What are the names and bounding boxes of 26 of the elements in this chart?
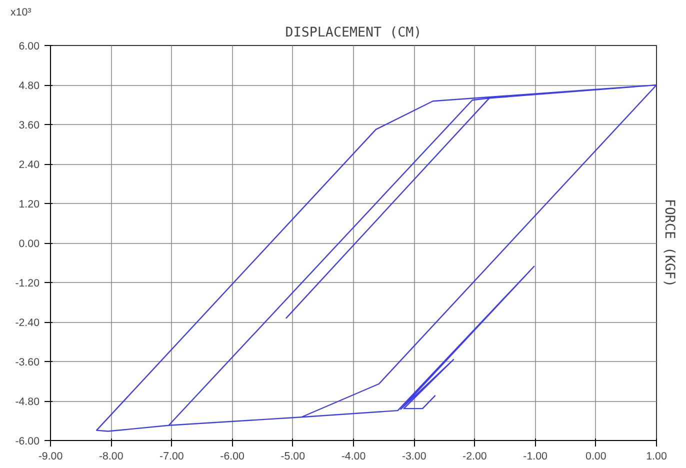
y-tick-label: 6.00 — [18, 40, 40, 52]
x-tick-label: 0.00 — [586, 450, 606, 462]
x-tick-label: 1.00 — [646, 450, 667, 462]
y-tick-label: -2.40 — [15, 317, 40, 329]
y-tick-label: 1.20 — [18, 198, 40, 210]
y-tick-label: 4.80 — [18, 80, 40, 92]
y-tick-label: -6.00 — [15, 436, 40, 448]
y-axis-title: FORCE (KGF) — [662, 198, 676, 288]
y-tick-label: 3.60 — [18, 120, 40, 132]
x-tick-label: -5.00 — [280, 450, 306, 462]
text: x10³ — [10, 6, 32, 18]
x-tick-label: -4.00 — [341, 450, 366, 462]
x-axis-title: DISPLACEMENT (CM) — [285, 26, 422, 40]
y-tick-label: -1.20 — [15, 278, 40, 290]
x-tick-label: -2.00 — [462, 450, 487, 462]
y-tick-label: -4.80 — [15, 396, 40, 408]
x-tick-label: -6.00 — [220, 450, 245, 462]
y-tick-label: 0.00 — [18, 238, 40, 250]
x-tick-label: -7.00 — [160, 450, 184, 462]
x-tick-label: -3.00 — [402, 450, 426, 462]
y-tick-label: -3.60 — [15, 356, 40, 368]
x-tick-label: -9.00 — [38, 450, 63, 462]
x-tick-label: -1.00 — [523, 450, 548, 462]
y-tick-label: 2.40 — [18, 159, 40, 171]
line-series — [96, 84, 656, 432]
x-tick-label: -8.00 — [98, 450, 124, 462]
